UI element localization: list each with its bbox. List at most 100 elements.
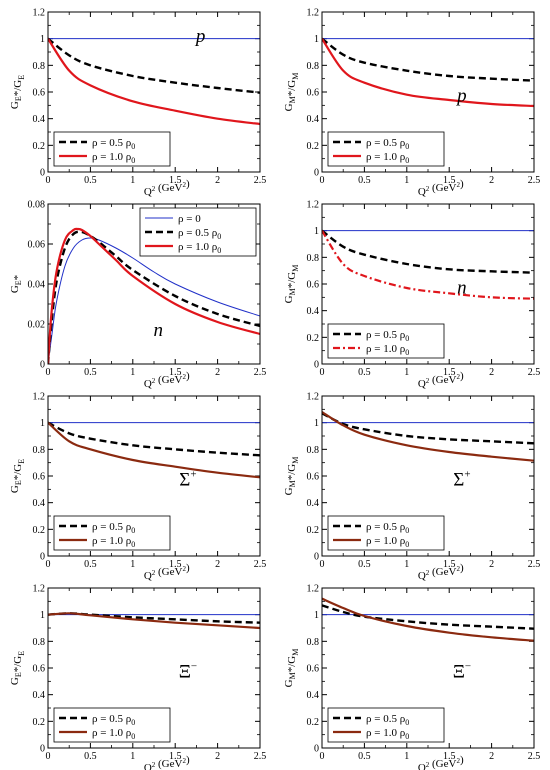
x-tick-label-SigmaM-0: 0	[320, 559, 325, 570]
y-tick-label-XiM-0: 0	[314, 744, 319, 755]
x-tick-label-nM-1: 0.5	[358, 367, 371, 378]
series-line-pE-2	[48, 38, 260, 126]
x-tick-label-nE-0: 0	[46, 367, 51, 378]
series-line-nE-0	[48, 237, 260, 364]
y-tick-label-pM-1: 0.2	[307, 141, 320, 152]
y-tick-label-XiE-3: 0.6	[33, 664, 46, 675]
ticks-pM: 0 0.5 1 1.5 2 2.5 0 0.2 0.4 0.6 0.8 1 1.2	[307, 8, 541, 187]
x-tick-label-XiM-4: 2	[489, 751, 494, 762]
x-tick-label-nM-0: 0	[320, 367, 325, 378]
x-tick-label-pE-5: 2.5	[254, 175, 267, 186]
x-tick-label-nE-3: 1.5	[169, 367, 182, 378]
particle-label-nM: n	[457, 278, 467, 299]
legend-label-SigmaE-1: ρ = 1.0 ρ0	[92, 535, 135, 549]
series-line-pE-1	[48, 37, 260, 94]
plot-frame-pM	[321, 11, 535, 173]
legend-label-nM-1: ρ = 1.0 ρ0	[366, 343, 409, 357]
series-group-pM	[322, 37, 534, 108]
y-tick-label-SigmaM-2: 0.4	[307, 498, 320, 509]
legend-label-nE-1: ρ = 0.5 ρ0	[178, 227, 221, 241]
x-tick-label-nM-3: 1.5	[443, 367, 456, 378]
y-tick-label-nE-1: 0.02	[28, 320, 46, 331]
panel-pE: 0 0.5 1 1.5 2 2.5 0 0.2 0.4 0.6 0.8 1 1.2 GE*/GE Q2 (G…	[9, 8, 266, 199]
legend-box-nM	[327, 323, 445, 359]
y-tick-label-nM-5: 1	[314, 226, 319, 237]
legend-label-pE-1: ρ = 1.0 ρ0	[92, 151, 135, 165]
y-tick-label-SigmaM-5: 1	[314, 418, 319, 429]
x-tick-label-pM-2: 1	[404, 175, 409, 186]
legend-box-XiM	[327, 707, 445, 743]
x-tick-label-SigmaE-4: 2	[215, 559, 220, 570]
y-tick-label-XiM-3: 0.6	[307, 664, 320, 675]
legend-box-pM	[327, 131, 445, 167]
ticks-SigmaE: 0 0.5 1 1.5 2 2.5 0 0.2 0.4 0.6 0.8 1 1.2	[33, 392, 267, 571]
y-tick-label-XiM-6: 1.2	[307, 584, 320, 595]
x-axis-label-XiM: Q2 (GeV2)	[418, 754, 464, 770]
series-group-SigmaM	[322, 411, 534, 462]
series-line-SigmaM-2	[322, 411, 534, 462]
x-tick-label-pM-3: 1.5	[443, 175, 456, 186]
x-tick-label-XiE-3: 1.5	[169, 751, 182, 762]
y-tick-label-XiM-1: 0.2	[307, 717, 320, 728]
y-tick-label-pM-5: 1	[314, 34, 319, 45]
y-tick-label-nE-0: 0	[40, 360, 45, 371]
panel-nE: 0 0.5 1 1.5 2 2.5 0 0.02 0.04 0.06 0.08 GE* Q2 (GeV2…	[9, 200, 266, 391]
legend-nE: ρ = 0 ρ = 0.5 ρ0ρ = 1.0 ρ0	[139, 207, 257, 257]
legend-label-SigmaM-0: ρ = 0.5 ρ0	[366, 521, 409, 535]
plot-frame-SigmaM	[321, 395, 535, 557]
series-line-nE-1	[48, 230, 260, 364]
x-tick-label-pM-4: 2	[489, 175, 494, 186]
y-tick-label-SigmaM-3: 0.6	[307, 472, 320, 483]
legend-box-XiE	[53, 707, 171, 743]
x-tick-label-nM-2: 1	[404, 367, 409, 378]
legend-XiE: ρ = 0.5 ρ0ρ = 1.0 ρ0	[53, 707, 171, 743]
plot-frame-pE	[47, 11, 261, 173]
x-tick-label-XiE-1: 0.5	[84, 751, 97, 762]
y-tick-label-pE-3: 0.6	[33, 88, 46, 99]
y-tick-label-SigmaE-2: 0.4	[33, 498, 46, 509]
y-axis-label-SigmaE: GE*/GE	[9, 459, 26, 493]
legend-label-XiE-1: ρ = 1.0 ρ0	[92, 727, 135, 741]
y-tick-label-nM-0: 0	[314, 360, 319, 371]
x-tick-label-pE-2: 1	[130, 175, 135, 186]
x-tick-label-SigmaM-1: 0.5	[358, 559, 371, 570]
x-axis-label-SigmaE: Q2 (GeV2)	[144, 562, 190, 582]
y-axis-label-pE: GE*/GE	[9, 75, 26, 109]
y-tick-label-XiE-2: 0.4	[33, 690, 46, 701]
y-tick-label-SigmaM-0: 0	[314, 552, 319, 563]
plot-frame-SigmaE	[47, 395, 261, 557]
particle-label-pE: p	[194, 26, 206, 47]
legend-SigmaM: ρ = 0.5 ρ0ρ = 1.0 ρ0	[327, 515, 445, 551]
y-tick-label-SigmaM-4: 0.8	[307, 445, 320, 456]
x-tick-label-XiM-1: 0.5	[358, 751, 371, 762]
y-tick-label-pM-0: 0	[314, 168, 319, 179]
y-tick-label-XiM-2: 0.4	[307, 690, 320, 701]
x-axis-label-XiE: Q2 (GeV2)	[144, 754, 190, 770]
legend-label-SigmaM-1: ρ = 1.0 ρ0	[366, 535, 409, 549]
y-axis-label-nE: GE*	[9, 275, 24, 293]
series-line-nE-2	[48, 227, 260, 364]
y-tick-label-nE-2: 0.04	[28, 280, 46, 291]
y-tick-label-pM-4: 0.8	[307, 61, 320, 72]
y-tick-label-pE-5: 1	[40, 34, 45, 45]
series-group-XiE	[48, 612, 260, 630]
series-line-nM-2	[322, 230, 534, 300]
x-tick-label-XiM-2: 1	[404, 751, 409, 762]
y-axis-label-nM: GM*/GM	[283, 265, 300, 304]
panel-pM: 0 0.5 1 1.5 2 2.5 0 0.2 0.4 0.6 0.8 1 1.2 GM*/GM Q2 (G…	[283, 8, 540, 199]
x-tick-label-SigmaM-4: 2	[489, 559, 494, 570]
panel-XiE: 0 0.5 1 1.5 2 2.5 0 0.2 0.4 0.6 0.8 1 1.2 GE*/GE Q2 (G…	[9, 584, 266, 770]
legend-label-SigmaE-0: ρ = 0.5 ρ0	[92, 521, 135, 535]
series-group-pE	[48, 37, 260, 126]
particle-label-nE: n	[153, 320, 163, 341]
panel-SigmaE: 0 0.5 1 1.5 2 2.5 0 0.2 0.4 0.6 0.8 1 1.2 GE*/GE Q2 (G…	[9, 392, 266, 583]
x-tick-label-XiE-4: 2	[215, 751, 220, 762]
y-tick-label-pM-6: 1.2	[307, 8, 320, 19]
legend-box-pE	[53, 131, 171, 167]
x-tick-label-SigmaE-2: 1	[130, 559, 135, 570]
y-tick-label-XiE-6: 1.2	[33, 584, 46, 595]
y-tick-label-SigmaE-4: 0.8	[33, 445, 46, 456]
y-tick-label-SigmaE-0: 0	[40, 552, 45, 563]
ticks-SigmaM: 0 0.5 1 1.5 2 2.5 0 0.2 0.4 0.6 0.8 1 1.2	[307, 392, 541, 571]
y-tick-label-nE-4: 0.08	[28, 200, 46, 211]
